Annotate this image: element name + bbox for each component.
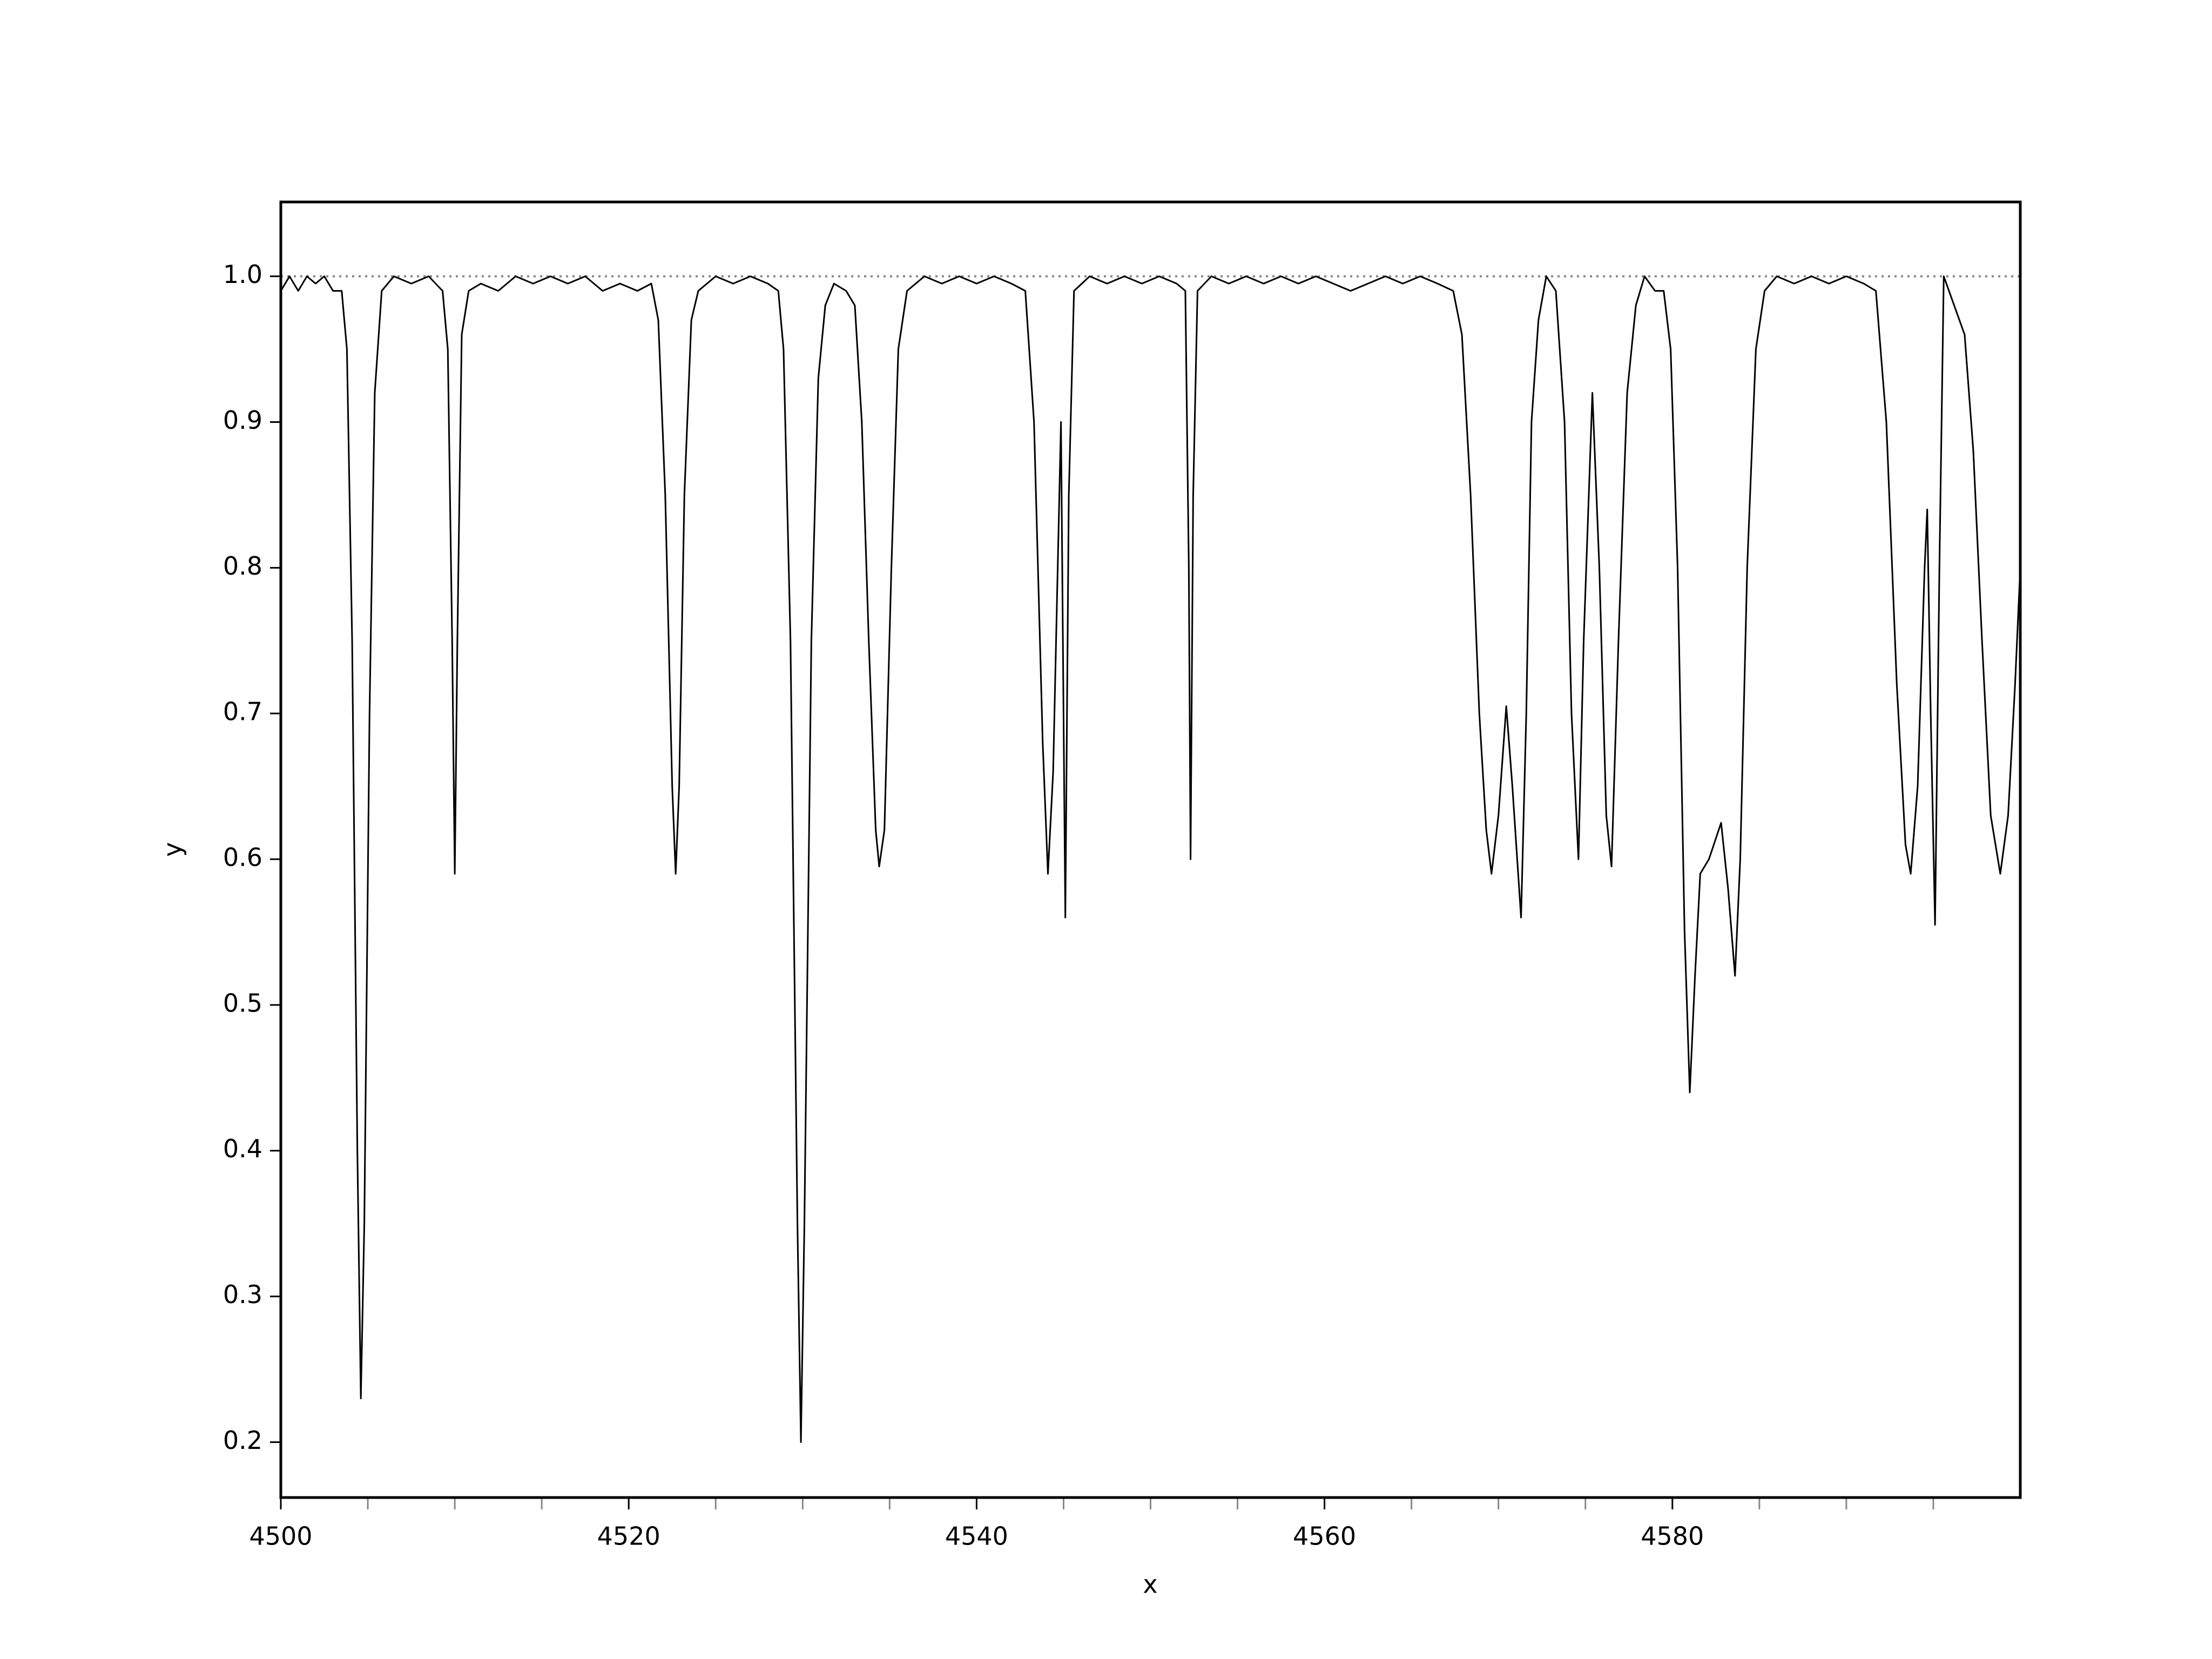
y-tick-label: 0.2 [223, 1426, 262, 1455]
y-tick-label: 0.8 [223, 551, 262, 581]
y-tick-label: 0.6 [223, 843, 262, 872]
x-tick-label: 4520 [597, 1522, 660, 1551]
y-tick-label: 0.5 [223, 988, 262, 1017]
x-tick-label: 4580 [1641, 1522, 1704, 1551]
plot-frame [279, 200, 2022, 1499]
y-tick-label: 0.4 [223, 1134, 262, 1163]
x-axis-label: x [1143, 1570, 1157, 1599]
x-tick-label: 4560 [1293, 1522, 1356, 1551]
x-tick-label: 4500 [249, 1522, 312, 1551]
y-tick-label: 0.3 [223, 1280, 262, 1309]
y-tick-label: 0.9 [223, 406, 262, 435]
spectrum-line [280, 275, 2021, 1443]
x-tick-label: 4540 [945, 1522, 1008, 1551]
y-axis-label: y [158, 842, 187, 857]
y-tick-label: 0.7 [223, 697, 262, 726]
y-tick-label: 1.0 [223, 260, 262, 289]
